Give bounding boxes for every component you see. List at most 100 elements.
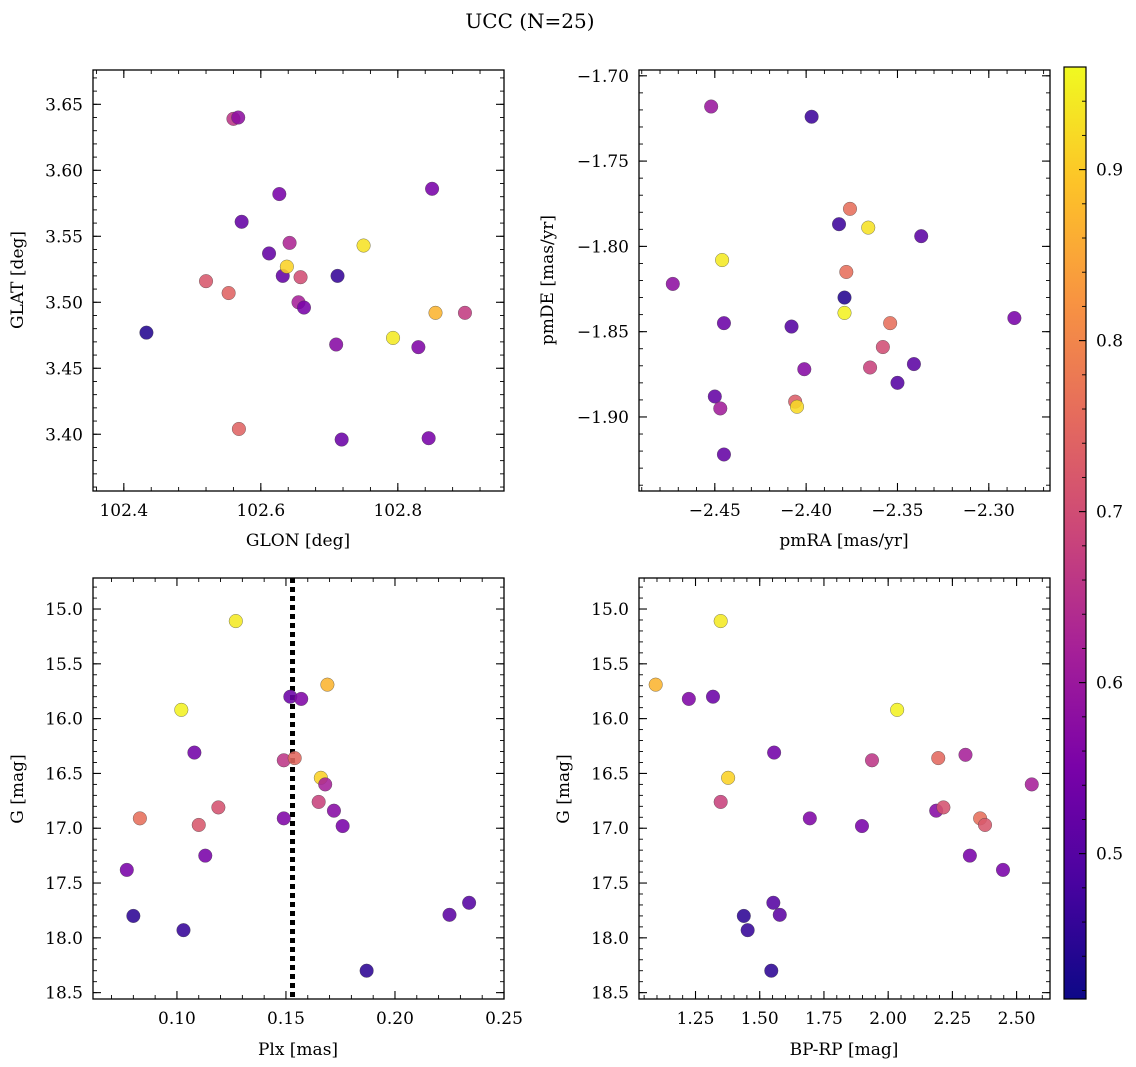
ticks-layer: −2.45 −2.40 −2.35 −2.30 −1.90 −1.85 −1.80 −1.75… [577, 67, 1050, 521]
scatter-point [334, 432, 349, 447]
ticks-layer: 102.4 102.6 102.8 3.40 3.45 3.50 3.55 3.60 3.65 [45, 70, 504, 521]
x-tick-label: 2.25 [933, 1009, 971, 1029]
scatter-point [329, 337, 344, 352]
y-tick-label: 17.5 [591, 874, 629, 894]
scatter-point [764, 963, 779, 978]
scatter-point [462, 895, 477, 910]
scatter-point [287, 751, 302, 766]
scatter-point [978, 817, 992, 832]
scatter-point [716, 316, 731, 331]
scatter-point [356, 238, 371, 253]
colorbar-gradient [1063, 66, 1087, 1000]
scatter-point [318, 777, 333, 792]
scatter-point [861, 220, 876, 235]
y-tick-label: −1.90 [577, 408, 629, 428]
points-layer [648, 614, 1039, 978]
scatter-point [191, 817, 206, 832]
scatter-point [294, 691, 309, 706]
scatter-point [721, 770, 736, 785]
scatter-point [132, 811, 147, 826]
ticks-layer: 0.10 0.15 0.20 0.25 15.0 15.5 16.0 16.5 17.0 17.5… [45, 578, 523, 1029]
axes-frame [638, 69, 1051, 492]
scatter-point [231, 421, 246, 436]
colorbar: 0.5 0.6 0.7 0.8 0.9 [1063, 66, 1123, 1000]
x-axis-label: GLON [deg] [246, 531, 350, 551]
y-tick-label: 16.0 [45, 710, 83, 730]
y-tick-label: 18.0 [45, 929, 83, 949]
colorbar-tick-label: 0.5 [1096, 845, 1123, 865]
scatter-point [772, 907, 787, 922]
scatter-point [359, 963, 374, 978]
scatter-point [863, 360, 878, 375]
scatter-point [199, 274, 213, 289]
scatter-point [713, 614, 728, 629]
y-tick-label: 18.5 [591, 984, 629, 1004]
x-tick-label: 102.6 [236, 501, 285, 521]
colorbar-ticks: 0.5 0.6 0.7 0.8 0.9 [1079, 66, 1123, 991]
axes-frame [92, 577, 505, 1000]
scatter-point [797, 362, 812, 377]
y-tick-label: 17.0 [45, 819, 83, 839]
x-axis-label: pmRA [mas/yr] [779, 531, 908, 551]
scatter-point [906, 357, 921, 372]
scatter-point [425, 181, 440, 196]
figure-title: UCC (N=25) [465, 9, 594, 33]
scatter-point [198, 848, 213, 863]
x-axis-label: BP-RP [mag] [790, 1040, 899, 1060]
scatter-point [854, 819, 869, 834]
y-tick-label: 15.0 [45, 600, 83, 620]
scatter-point [1007, 311, 1022, 326]
scatter-point [187, 745, 202, 760]
scatter-point [174, 702, 189, 717]
y-tick-label: 3.40 [45, 425, 83, 445]
scatter-point [832, 217, 846, 232]
y-tick-label: 3.65 [45, 95, 83, 115]
scatter-point [262, 246, 277, 261]
scatter-point [962, 848, 977, 863]
scatter-point [411, 340, 426, 355]
y-tick-label: 17.5 [45, 874, 83, 894]
scatter-point [293, 270, 308, 285]
scatter-point [715, 253, 730, 268]
scatter-point [766, 895, 781, 910]
scatter-point [736, 908, 751, 923]
scatter-point [326, 803, 341, 818]
x-tick-label: 0.20 [376, 1009, 414, 1029]
scatter-point [802, 811, 817, 826]
scatter-point [740, 923, 755, 938]
panel-pmra-pmde: −2.45 −2.40 −2.35 −2.30 −1.90 −1.85 −1.80 −1.75… [538, 67, 1051, 551]
scatter-point [330, 268, 345, 283]
colorbar-tick-label: 0.6 [1096, 674, 1123, 694]
y-tick-label: 18.0 [591, 929, 629, 949]
points-layer [139, 110, 472, 447]
scatter-point [176, 923, 191, 938]
colorbar-tick-label: 0.7 [1096, 503, 1123, 523]
scatter-point [335, 819, 350, 834]
scatter-point [936, 800, 951, 815]
scatter-point [320, 677, 335, 692]
scatter-point [784, 319, 799, 334]
scatter-point [648, 677, 663, 692]
x-tick-label: 1.25 [677, 1009, 715, 1029]
y-tick-label: −1.80 [577, 237, 629, 257]
scatter-point [234, 214, 249, 229]
scatter-point [713, 401, 728, 416]
y-tick-label: 3.45 [45, 359, 83, 379]
scatter-point [958, 747, 973, 762]
y-tick-label: 16.5 [45, 764, 83, 784]
x-tick-label: 2.50 [998, 1009, 1036, 1029]
scatter-point [875, 340, 890, 355]
x-tick-label: 1.75 [805, 1009, 843, 1029]
x-tick-label: 0.25 [485, 1009, 523, 1029]
colorbar-tick-label: 0.8 [1096, 332, 1123, 352]
points-layer [665, 99, 1022, 462]
y-tick-label: 15.5 [591, 655, 629, 675]
scatter-point [231, 110, 246, 125]
scatter-point [843, 201, 857, 216]
x-tick-label: −2.40 [780, 501, 832, 521]
y-tick-label: 3.50 [45, 293, 83, 313]
x-tick-label: −2.35 [871, 501, 923, 521]
scatter-point [704, 99, 719, 114]
scatter-point [421, 431, 436, 446]
scatter-point [865, 753, 879, 768]
